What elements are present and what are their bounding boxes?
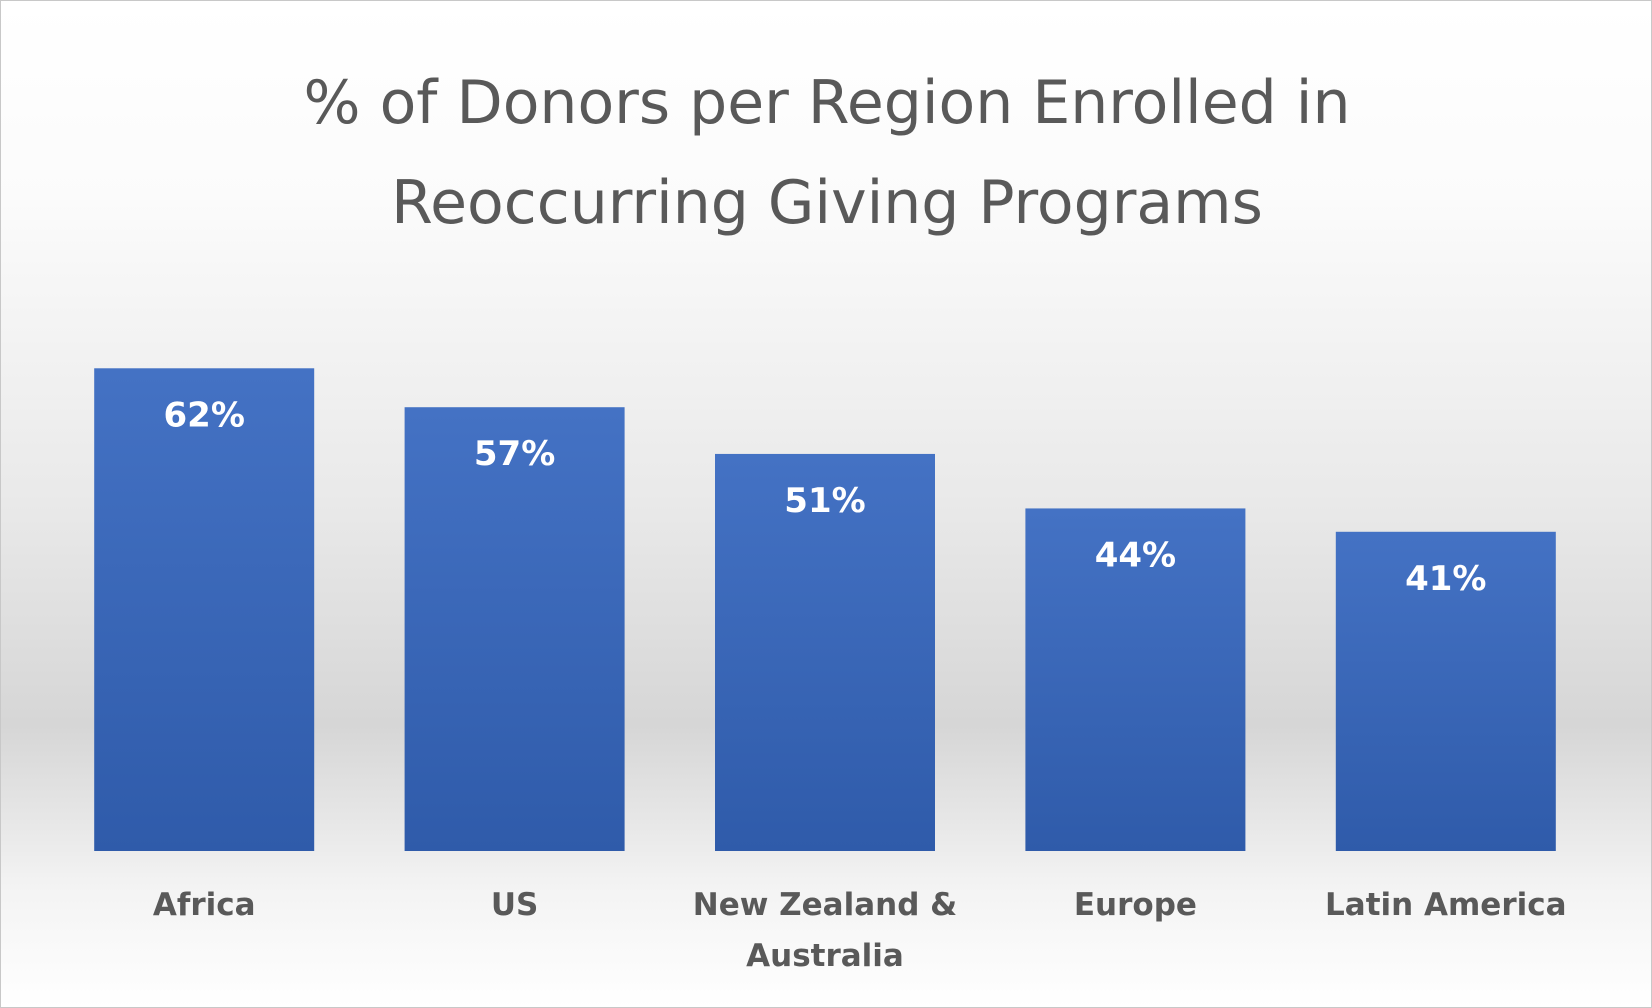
category-labels-group: Africa US New Zealand & Australia Europe Lati… [153,887,1567,974]
category-label-1-line-0: US [491,887,539,923]
category-label-0-line-0: Africa [153,887,256,923]
chart-title: % of Donors per Region Enrolled in Reocc… [1,53,1651,253]
value-label-3: 44% [1095,535,1176,575]
chart-title-line-1: % of Donors per Region Enrolled in [303,68,1351,138]
bars-group [94,368,1556,851]
value-label-4: 41% [1405,559,1486,599]
category-label-3-line-0: Europe [1074,887,1197,923]
category-label-0: Africa [153,887,256,923]
value-label-0: 62% [164,395,245,435]
category-label-3: Europe [1074,887,1197,923]
category-label-1: US [491,887,539,923]
category-label-2-line-1: Australia [746,938,904,974]
category-label-2: New Zealand & Australia [693,887,957,974]
bar-3 [1025,508,1246,851]
bar-4 [1335,531,1556,851]
chart-title-line-2: Reoccurring Giving Programs [391,168,1263,238]
bar-1 [404,407,625,851]
category-label-2-line-0: New Zealand & [693,887,957,923]
value-labels-group: 62% 57% 51% 44% 41% [164,395,1487,599]
category-label-4-line-0: Latin America [1325,887,1567,923]
value-label-2: 51% [784,481,865,521]
category-label-4: Latin America [1325,887,1567,923]
value-label-1: 57% [474,434,555,474]
bar-0 [94,368,315,851]
bar-2 [715,453,935,851]
